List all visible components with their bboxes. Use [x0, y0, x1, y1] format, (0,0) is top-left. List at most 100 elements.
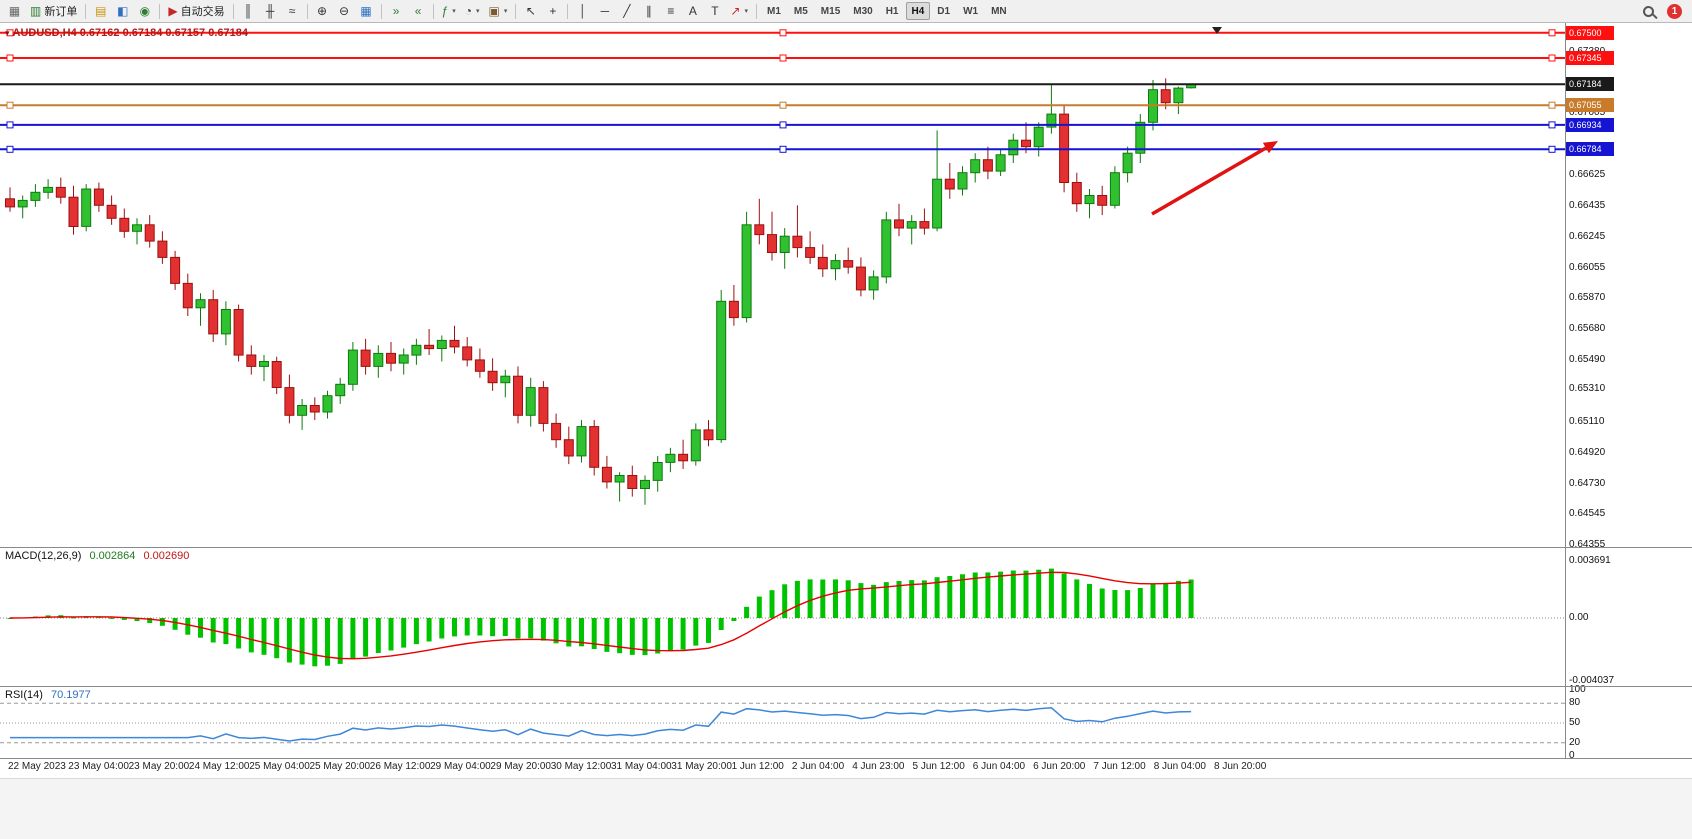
price-axis-label: 0.64355 [1569, 538, 1606, 550]
indicators-icon: ƒ [441, 4, 449, 18]
data-window-button[interactable]: ◧ [112, 1, 133, 21]
rsi-value: 70.1977 [50, 689, 91, 701]
price-axis-label: 0.65310 [1569, 383, 1606, 395]
toolbar-separator [380, 3, 382, 19]
dropdown-caret-icon: ▾ [503, 8, 508, 15]
dropdown-caret-icon: ▾ [476, 8, 480, 15]
price-axis-border [1565, 23, 1566, 758]
time-axis-label: 1 Jun 12:00 [731, 761, 784, 772]
new-order-button[interactable]: ▥ 新订单 [26, 1, 81, 21]
timeframe-w1-button[interactable]: W1 [963, 5, 979, 17]
auto-scroll-icon: » [392, 4, 400, 18]
timeframe-h4-button[interactable]: H4 [905, 2, 931, 20]
text-icon: A [688, 4, 697, 18]
rsi-label: RSI(14) 70.1977 [5, 689, 91, 701]
macd-value-main: 0.002864 [89, 550, 136, 562]
time-axis-label: 2 Jun 04:00 [791, 761, 845, 772]
periods-button[interactable]: ◔ ▾ [461, 1, 484, 21]
time-axis-label: 25 May 04:00 [249, 761, 310, 772]
bar-chart-icon: ║ [243, 4, 253, 18]
timeframe-m5-button[interactable]: M5 [793, 5, 808, 17]
chart-icon: ▾ [5, 28, 10, 38]
timeframe-mn-button[interactable]: MN [991, 5, 1007, 17]
chart-window-icon: ▦ [4, 1, 25, 21]
time-axis-label: 23 May 04:00 [68, 761, 129, 772]
market-watch-button[interactable]: ▤ [90, 1, 111, 21]
autotrading-button-label: 自动交易 [180, 6, 225, 18]
navigator-icon: ◉ [139, 4, 151, 18]
price-line-label-0.66784: 0.66784 [1566, 142, 1614, 157]
candlestick-chart-icon: ╫ [265, 4, 275, 18]
time-axis-label: 4 Jun 23:00 [852, 761, 905, 772]
macd-axis-label: 0.003691 [1569, 554, 1611, 566]
notification-badge[interactable]: 1 [1667, 3, 1682, 19]
dropdown-caret-icon: ▾ [452, 8, 456, 15]
chart-title-text: AUDUSD,H4 0.67162 0.67184 0.67157 0.6718… [12, 27, 248, 39]
time-axis: 22 May 2023 23 May 04:00 23 May 20:00 24 Ma… [0, 758, 1565, 778]
rsi-axis-label: 0 [1569, 750, 1575, 761]
time-axis-label: 6 Jun 04:00 [972, 761, 1026, 772]
horizontal-line-button[interactable]: ─ [594, 1, 615, 21]
time-axis-label: 29 May 20:00 [490, 761, 551, 772]
time-axis-label: 30 May 12:00 [550, 761, 612, 772]
vertical-line-icon: │ [579, 4, 587, 18]
price-chart-pane[interactable] [0, 23, 1565, 547]
label-button[interactable]: T [704, 1, 725, 21]
price-axis-label: 0.65870 [1569, 292, 1606, 304]
search-button[interactable] [1638, 1, 1659, 21]
auto-scroll-button[interactable]: » [386, 1, 407, 21]
fibonacci-icon: ≡ [667, 4, 675, 18]
price-axis-label: 0.65110 [1569, 415, 1605, 427]
timeframe-d1-button[interactable]: D1 [937, 5, 951, 17]
chart-shift-icon: « [414, 4, 422, 18]
price-axis-label: 0.66435 [1569, 200, 1606, 212]
timeframe-h1-button[interactable]: H1 [885, 5, 899, 17]
chart-title: ▾ AUDUSD,H4 0.67162 0.67184 0.67157 0.671… [5, 27, 248, 39]
time-axis-label: 8 Jun 04:00 [1153, 761, 1206, 772]
tile-windows-icon: ▦ [360, 4, 372, 18]
crosshair-icon: + [549, 4, 557, 18]
rsi-axis-label: 80 [1569, 697, 1581, 709]
chart-shift-button[interactable]: « [408, 1, 429, 21]
rsi-pane[interactable] [0, 687, 1565, 758]
time-axis-label: 8 Jun 20:00 [1214, 761, 1267, 772]
pane-splitter-rsi[interactable] [0, 686, 1692, 687]
arrows-tool-button[interactable]: ↗ ▾ [726, 1, 752, 21]
autotrading-button[interactable]: ▶ 自动交易 [164, 1, 228, 21]
cursor-button[interactable]: ↖ [520, 1, 541, 21]
macd-label: MACD(12,26,9) 0.002864 0.002690 [5, 550, 189, 562]
new-order-button-label: 新订单 [44, 6, 78, 18]
main-toolbar: ▦ ▥ 新订单 ▤ ◧ ◉ ▶ 自动交易 ║ ╫ ≈ ⊕ ⊖ ▦» «ƒ ▾ ◔ ▾ ▣ ▾ ↖ + │ ─ ╱ ∥ ≡ A T ↗ ▾ M1… [0, 0, 1692, 23]
zoom-out-button[interactable]: ⊖ [334, 1, 355, 21]
status-area [0, 778, 1692, 839]
channel-button[interactable]: ∥ [638, 1, 659, 21]
time-axis-label: 31 May 04:00 [611, 761, 672, 772]
indicators-button[interactable]: ƒ ▾ [438, 1, 460, 21]
trendline-button[interactable]: ╱ [616, 1, 637, 21]
timeframe-m15-button[interactable]: M15 [820, 5, 841, 17]
text-button[interactable]: A [682, 1, 703, 21]
bar-chart-button[interactable]: ║ [238, 1, 259, 21]
candlestick-chart-button[interactable]: ╫ [260, 1, 281, 21]
macd-name: MACD(12,26,9) [5, 550, 82, 562]
line-chart-button[interactable]: ≈ [282, 1, 303, 21]
pane-splitter-macd[interactable] [0, 547, 1692, 548]
zoom-out-icon: ⊖ [339, 4, 350, 18]
toolbar-buttons: ▦ ▥ 新订单 ▤ ◧ ◉ ▶ 自动交易 ║ ╫ ≈ ⊕ ⊖ ▦» «ƒ ▾ ◔ ▾ ▣ ▾ ↖ + │ ─ ╱ ∥ ≡ A T ↗ ▾ M1… [4, 1, 1638, 21]
vertical-line-button[interactable]: │ [572, 1, 593, 21]
horizontal-line-icon: ─ [600, 4, 610, 18]
price-axis-label: 0.64920 [1569, 446, 1606, 458]
templates-button[interactable]: ▣ ▾ [485, 1, 512, 21]
rsi-axis-label: 20 [1569, 736, 1581, 748]
crosshair-button[interactable]: + [542, 1, 563, 21]
tile-windows-button[interactable]: ▦ [356, 1, 377, 21]
navigator-button[interactable]: ◉ [134, 1, 155, 21]
timeframe-m1-button[interactable]: M1 [766, 5, 781, 17]
channel-icon: ∥ [645, 4, 652, 18]
fibonacci-button[interactable]: ≡ [660, 1, 681, 21]
trendline-icon: ╱ [623, 4, 631, 18]
timeframe-m30-button[interactable]: M30 [853, 5, 873, 17]
macd-pane[interactable] [0, 548, 1565, 686]
zoom-in-button[interactable]: ⊕ [312, 1, 333, 21]
toolbar-separator [755, 3, 757, 19]
